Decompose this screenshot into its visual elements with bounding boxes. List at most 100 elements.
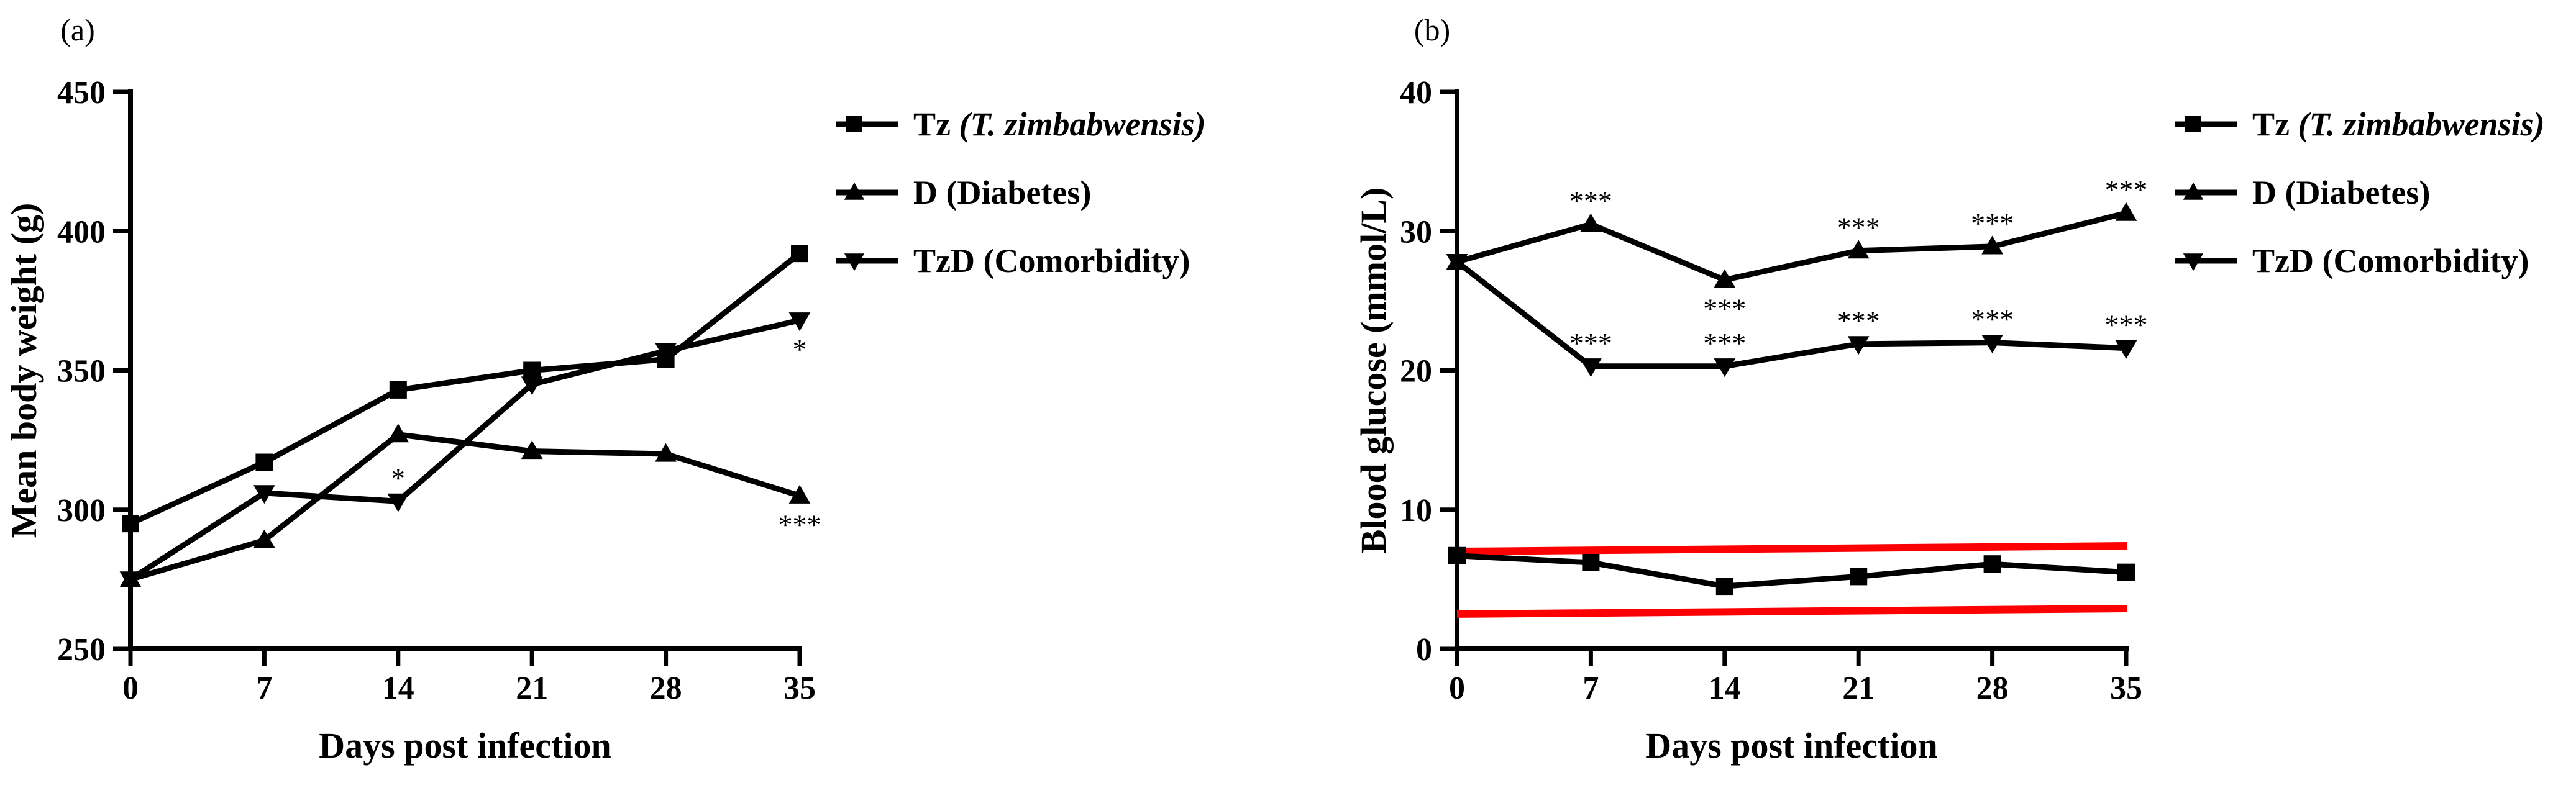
panel-b-legend-name: Tz [2252,106,2290,143]
panel-a-data-point [655,343,677,362]
panel-b-data-point [1847,240,1870,259]
panel-b-legend-label: TzD (Comorbidity) [2252,242,2529,279]
panel-b-series-line [1456,210,2127,283]
panel-b-data-point [1847,336,1870,355]
panel-b-legend-name: D (Diabetes) [2252,174,2430,211]
panel-a-legend-entry: D (Diabetes) [836,174,1091,211]
panel-a-significance-label: *** [779,509,821,540]
panel-b-legend-name: TzD (Comorbidity) [2252,242,2529,279]
panel-b-data-point [1448,546,1466,564]
panel-b-x-tick-label: 21 [1842,671,1875,706]
panel-a-x-tick-label: 35 [783,671,816,706]
panel-b-data-point [2115,202,2137,221]
panel-a-series-line [129,251,802,527]
panel-a-significance-label: * [391,462,405,494]
panel-a-series-triangle-up: *** [119,424,821,587]
panel-a-data-point [253,529,275,548]
panel-b-x-tick-label: 7 [1583,671,1599,706]
panel-b-y-axis-title: Blood glucose (mmol/L) [1353,188,1394,554]
panel-a-data-point [253,485,275,504]
panel-b-x-tick-label: 35 [2110,671,2142,706]
panel-b-legend-label: Tz (T. zimbabwensis) [2252,106,2545,143]
panel-b-y-tick-label: 10 [1400,493,1432,528]
panel-a-data-point [523,361,541,379]
panel-b-series-square [1448,546,2135,596]
panel-a-y-tick-label: 400 [57,214,106,250]
panel-b-significance-label: *** [1569,327,1612,359]
panel-b-significance-label: *** [2105,174,2148,206]
panel-a-y-tick-label: 450 [57,75,106,111]
panel-a-series-triangle-down: ** [119,312,811,591]
panel-b-series-line [1456,553,2127,589]
panel-a-y-tick-label: 300 [57,493,106,528]
panel-b-y-tick-label: 30 [1400,214,1432,250]
panel-a-legend-name-italic: (T. zimbabwensis) [951,106,1206,143]
panel-a-data-point [788,312,811,332]
panel-b-data-point [1981,235,2003,255]
panel-b-significance-label: *** [2105,309,2148,341]
panel-b-data-point [1446,253,1468,273]
panel-b-significance-label: *** [1703,293,1746,325]
panel-b-legend-marker [2185,116,2201,132]
panel-b-x-tick-label: 0 [1449,671,1465,706]
panel-b-significance-label: *** [1971,304,2014,335]
panel-b-significance-label: *** [1569,185,1612,217]
panel-b-reference-line-upper [1456,542,2128,556]
panel-b-data-point [1580,358,1602,378]
panel-a-data-point [655,443,677,462]
panel-a-legend-entry: TzD (Comorbidity) [836,242,1190,279]
panel-b-label: (b) [1414,12,1450,47]
panel-b-y-tick-label: 40 [1400,75,1432,111]
panel-a-x-axis-title: Days post infection [319,725,611,766]
panel-b-data-point [1714,358,1736,378]
panel-a-data-point [788,484,811,504]
panel-b-significance-label: *** [1837,305,1880,337]
panel-a-x-tick-label: 14 [382,671,414,706]
panel-a-legend-name: TzD (Comorbidity) [913,242,1190,279]
panel-a-legend-label: TzD (Comorbidity) [913,242,1190,279]
panel-a-data-point [119,571,142,591]
panel-a-x-tick-label: 0 [122,671,139,706]
panel-a-data-point [122,515,139,533]
panel-b-data-point [2117,563,2135,581]
panel-b-legend-name-italic: (T. zimbabwensis) [2290,106,2545,143]
panel-b-data-point [1582,553,1600,571]
panel-b-data-point [1981,335,2003,354]
panel-b-legend-entry: Tz (T. zimbabwensis) [2175,106,2545,143]
panel-a-legend-marker [846,116,862,132]
panel-a-data-point [521,440,543,460]
panel-b-series-triangle-up: *** *** *** *** *** [1446,174,2148,325]
panel-a-data-point [389,381,407,399]
panel-a-x-tick-label: 7 [256,671,272,706]
panel-b-x-tick-label: 14 [1709,671,1741,706]
panel-b-x-tick-label: 28 [1976,671,2009,706]
panel-b-data-point [1983,555,2001,573]
panel-b-reference-line-lower [1456,604,2128,618]
panel-a-legend-name: D (Diabetes) [913,174,1091,211]
panel-a-legend-entry: Tz (T. zimbabwensis) [836,106,1206,143]
panel-b-data-point [1850,568,1868,586]
panel-a-significance-label: * [793,333,807,365]
panel-a-body-weight-chart: (a) 250 300 350 400 450 0 7 14 21 28 35 Days post in… [4,12,1206,766]
panel-b-legend-entry: D (Diabetes) [2175,174,2430,211]
panel-a-label: (a) [60,12,95,47]
panel-b-series-line [1455,260,2127,369]
panel-b-data-point [1580,213,1602,232]
panel-a-y-tick-label: 350 [57,354,106,389]
panel-b-blood-glucose-chart: (b) 0 10 20 30 40 0 7 14 21 28 35 Days post infectio… [1353,12,2545,766]
panel-b-y-tick-label: 0 [1416,632,1432,668]
panel-b-legend-label: D (Diabetes) [2252,174,2430,211]
panel-b-legend-marker [2183,182,2204,200]
panel-a-legend-name: Tz [913,106,951,143]
panel-a-legend-marker [844,253,865,271]
panel-b-legend-marker [2183,253,2204,271]
panel-a-series-line [129,432,801,582]
panel-b-data-point [1714,269,1736,288]
panel-b-significance-label: *** [1837,212,1880,243]
panel-a-data-point [255,453,273,471]
panel-b-data-point [1715,578,1733,596]
panel-a-data-point [387,493,409,512]
panel-b-y-tick-label: 20 [1400,354,1432,389]
panel-b-significance-label: *** [1971,207,2014,239]
panel-a-legend-marker [844,182,865,200]
